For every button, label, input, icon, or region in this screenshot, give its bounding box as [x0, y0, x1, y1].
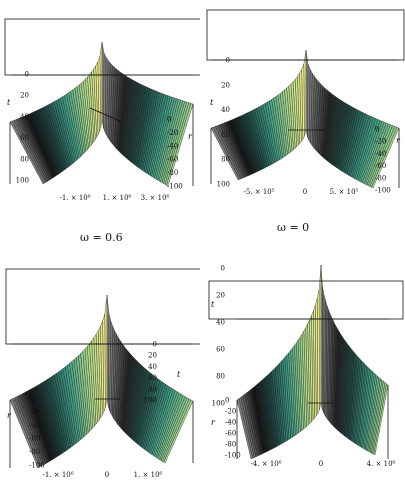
t-axis-label: t	[211, 300, 215, 309]
surface-plot-1: 0 20 40 60 80 100 t 0 -20 -40 -60 -80 -100 r -1. × 10⁶…	[4, 18, 200, 202]
t-tick-label: 0	[221, 265, 225, 273]
r-tick-label: -40	[225, 419, 236, 427]
t-tick-label: 40	[148, 363, 157, 371]
surface-group: 0 20 40 60 80 100 t 0 -20 -40 -60 -80 -100 r -1. × 10⁶…	[5, 268, 200, 479]
r-tick-label: -100	[29, 462, 45, 470]
x-tick-label: -4. × 10⁶	[250, 460, 281, 468]
r-tick-label: -60	[225, 430, 236, 438]
r-tick-label: -60	[375, 162, 386, 170]
surface-plot-2: 0 20 40 60 80 100 t 0 -20 -40 -60 -80 -100 r -5. × 10⁵…	[206, 9, 405, 196]
x-tick-label: 0	[105, 471, 109, 479]
plateau-line	[89, 107, 123, 123]
r-tick-label: 0	[375, 126, 379, 134]
surface-strip	[166, 103, 194, 187]
r-tick-label: -80	[29, 448, 40, 456]
t-tick-label: 20	[221, 81, 230, 89]
x-tick-label: 5. × 10⁵	[330, 188, 359, 196]
t-tick-label: 80	[20, 155, 29, 163]
surface-strip	[9, 398, 40, 469]
bounding-box-back	[208, 280, 404, 320]
surface-strip	[9, 120, 45, 185]
x-tick-label: 0	[319, 460, 323, 468]
t-tick-label: 80	[148, 385, 157, 393]
r-tick-label: -60	[29, 435, 40, 443]
r-tick-label: 0	[225, 397, 229, 405]
t-tick-label: 20	[148, 352, 157, 360]
r-tick-label: -40	[167, 142, 178, 150]
surface-group: 0 20 40 60 80 100 t 0 -20 -40 -60 -80 -100 r -1. × 10⁶…	[4, 18, 200, 202]
x-tick-label: 1. × 10⁶	[103, 194, 132, 202]
r-axis-label: r	[211, 418, 216, 427]
t-tick-label: 100	[16, 177, 29, 185]
caption-omega-1: ω = 0.6	[80, 231, 123, 244]
t-tick-label: 40	[216, 319, 225, 327]
r-tick-label: 0	[29, 395, 33, 403]
r-axis-label: r	[396, 136, 401, 145]
surface-plot-4: 0 20 40 60 80 100 t 0 -20 -40 -60 -80 -100 r -4. × 10⁶…	[208, 265, 404, 468]
t-tick-label: 0	[153, 341, 157, 349]
t-tick-label: 60	[148, 374, 157, 382]
t-tick-label: 60	[221, 131, 230, 139]
t-tick-label: 0	[226, 57, 230, 65]
surface-group: 0 20 40 60 80 100 t 0 -20 -40 -60 -80 -100 r -5. × 10⁵…	[206, 9, 405, 196]
r-tick-label: -80	[375, 174, 386, 182]
t-tick-label: 100	[212, 400, 225, 408]
surface-strip	[371, 126, 400, 189]
t-tick-label: 40	[20, 113, 29, 121]
x-tick-label: 1. × 10⁶	[134, 471, 163, 479]
r-tick-label: -20	[167, 129, 178, 137]
surface-strip	[236, 398, 253, 460]
r-tick-label: -80	[225, 441, 236, 449]
r-tick-label: -100	[225, 452, 241, 460]
r-tick-label: -20	[375, 138, 386, 146]
surface-group: 0 20 40 60 80 100 t 0 -20 -40 -60 -80 -100 r -4. × 10⁶…	[208, 265, 404, 468]
surface-strip	[210, 126, 240, 181]
t-tick-label: 0	[25, 71, 29, 79]
t-tick-label: 40	[221, 106, 230, 114]
t-tick-label: 60	[216, 346, 225, 354]
r-tick-label: -20	[29, 408, 40, 416]
t-tick-label: 80	[216, 373, 225, 381]
surface-strip	[373, 383, 389, 456]
x-tick-label: 4. × 10⁶	[367, 460, 396, 468]
r-axis-label: r	[188, 132, 193, 141]
x-tick-label: -1. × 10⁶	[59, 194, 90, 202]
caption-omega-2: ω = 0	[277, 221, 310, 234]
t-axis-label: t	[210, 98, 214, 107]
t-tick-label: 60	[20, 134, 29, 142]
x-tick-label: 0	[303, 188, 307, 196]
x-tick-label: -5. × 10⁵	[243, 188, 274, 196]
surface-plot-3: 0 20 40 60 80 100 t 0 -20 -40 -60 -80 -100 r -1. × 10⁶…	[5, 268, 200, 479]
t-axis-label: t	[7, 98, 11, 107]
r-axis-label: r	[7, 411, 12, 420]
r-tick-label: -40	[375, 150, 386, 158]
r-tick-label: -40	[29, 421, 40, 429]
r-tick-label: -20	[225, 408, 236, 416]
x-tick-label: 3. × 10⁶	[141, 194, 170, 202]
t-tick-label: 100	[217, 181, 230, 189]
t-axis-label: t	[177, 370, 181, 379]
r-tick-label: -60	[167, 156, 178, 164]
x-tick-label: -1. × 10⁶	[42, 471, 73, 479]
t-tick-label: 100	[144, 397, 157, 405]
r-tick-label: 0	[167, 116, 171, 124]
t-tick-label: 20	[20, 92, 29, 100]
r-tick-label: -80	[167, 169, 178, 177]
r-tick-label: -100	[375, 187, 391, 195]
t-tick-label: 20	[216, 292, 225, 300]
t-tick-label: 80	[221, 156, 230, 164]
surface-strip	[163, 399, 194, 464]
r-tick-label: -100	[167, 183, 183, 191]
